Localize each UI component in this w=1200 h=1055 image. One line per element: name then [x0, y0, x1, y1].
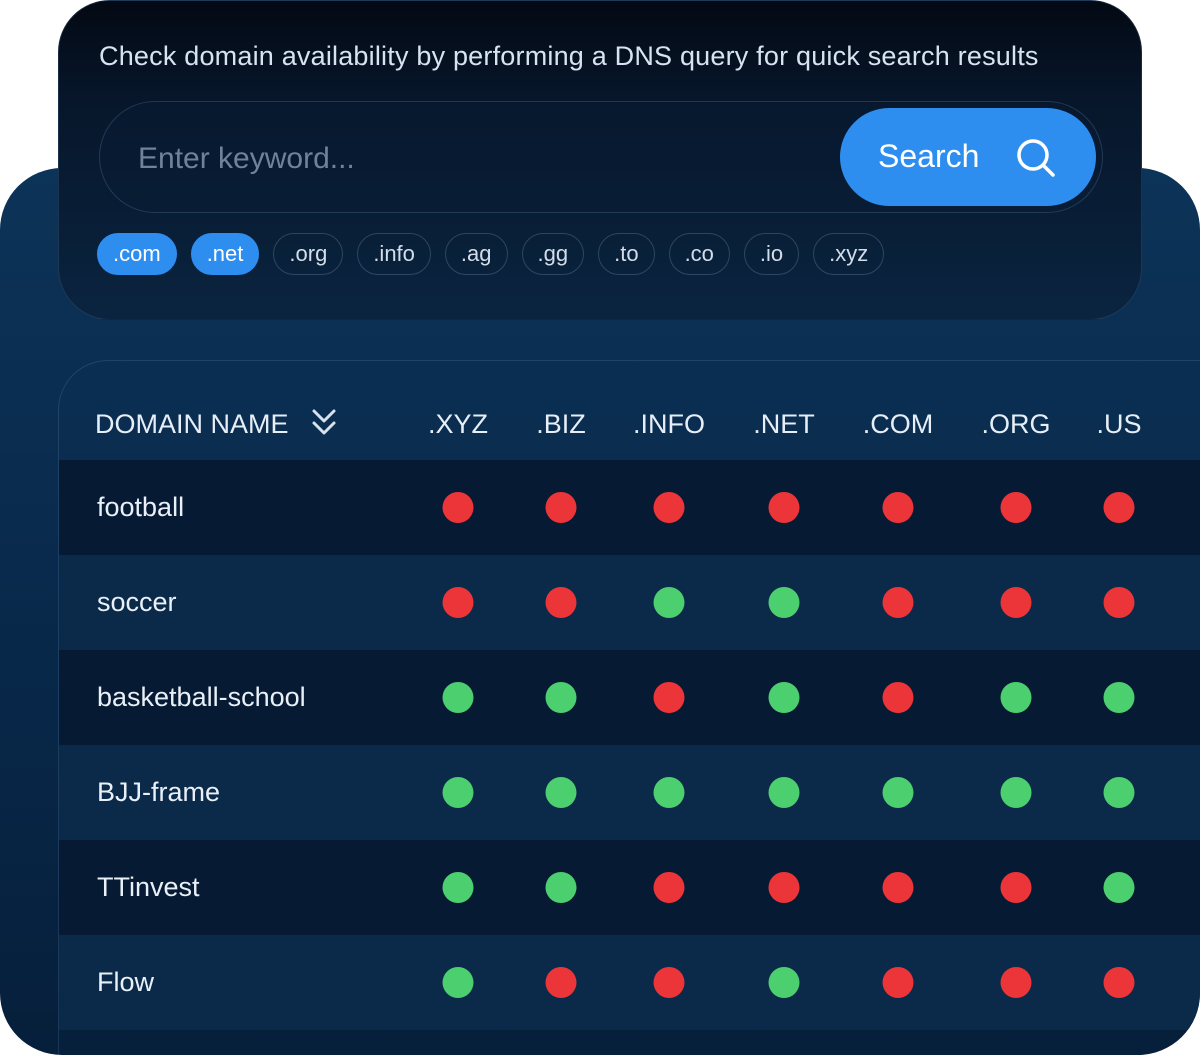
table-row[interactable]: soccer — [59, 555, 1200, 650]
tld-column-header: .COM — [862, 409, 934, 439]
status-dot-taken — [1000, 967, 1032, 998]
status-dot-available — [768, 587, 800, 618]
status-dot-taken — [653, 492, 685, 523]
search-bar: Search — [99, 101, 1103, 213]
search-description: Check domain availability by performing … — [99, 41, 1039, 71]
domain-results-table: DOMAIN NAME .XYZ .BIZ .INFO .NET .COM .ORG .US… — [58, 360, 1200, 1055]
tld-column-header: .US — [1096, 409, 1142, 439]
tld-column-header: .XYZ — [427, 409, 489, 439]
tld-chip[interactable]: .io — [743, 233, 800, 275]
status-dot-taken — [1103, 492, 1135, 523]
status-dot-taken — [1000, 872, 1032, 903]
status-dot-taken — [1103, 967, 1135, 998]
status-dot-available — [882, 777, 914, 808]
tld-filter-list: .com .net .org .info .ag .gg .to .co .io .xyz — [97, 233, 885, 275]
status-dot-taken — [1000, 587, 1032, 618]
status-dot-taken — [442, 587, 474, 618]
status-dot-taken — [882, 967, 914, 998]
status-dot-taken — [882, 682, 914, 713]
status-dot-taken — [1000, 492, 1032, 523]
search-input[interactable] — [136, 130, 780, 188]
tld-column-header: .ORG — [981, 409, 1051, 439]
tld-chip[interactable]: .co — [668, 233, 730, 275]
status-dot-available — [442, 967, 474, 998]
status-dot-taken — [1103, 587, 1135, 618]
tld-column-header: .INFO — [633, 409, 705, 439]
table-row[interactable]: football — [59, 460, 1200, 555]
status-dot-taken — [545, 587, 577, 618]
status-dot-taken — [768, 872, 800, 903]
tld-chip[interactable]: .to — [598, 233, 655, 275]
status-dot-taken — [653, 967, 685, 998]
table-row[interactable]: basketball-school — [59, 650, 1200, 745]
status-dot-available — [768, 777, 800, 808]
tld-chip[interactable]: .gg — [521, 233, 585, 275]
status-dot-available — [1000, 777, 1032, 808]
domain-name-header: DOMAIN NAME — [95, 409, 289, 439]
tld-chip[interactable]: .net — [190, 233, 260, 275]
tld-chip[interactable]: .com — [97, 233, 177, 275]
status-dot-taken — [545, 967, 577, 998]
status-dot-available — [545, 872, 577, 903]
domain-name: soccer — [97, 587, 177, 617]
status-dot-available — [653, 587, 685, 618]
status-dot-available — [1103, 682, 1135, 713]
search-icon — [1017, 139, 1055, 177]
table-row[interactable]: TTinvest — [59, 840, 1200, 935]
status-dot-available — [768, 967, 800, 998]
tld-chip[interactable]: .xyz — [813, 233, 885, 275]
status-dot-taken — [653, 682, 685, 713]
status-dot-available — [545, 682, 577, 713]
status-dot-available — [1103, 872, 1135, 903]
search-button[interactable]: Search — [840, 108, 1096, 206]
tld-chip[interactable]: .org — [273, 233, 344, 275]
tld-column-header: .NET — [753, 409, 815, 439]
status-dot-available — [1000, 682, 1032, 713]
domain-name: basketball-school — [97, 682, 306, 712]
domain-name: BJJ-frame — [97, 777, 221, 807]
search-card: Check domain availability by performing … — [58, 0, 1142, 320]
status-dot-available — [442, 682, 474, 713]
status-dot-taken — [653, 872, 685, 903]
tld-chip[interactable]: .ag — [444, 233, 508, 275]
domain-name: TTinvest — [97, 872, 200, 902]
chevrons-down-icon[interactable] — [311, 407, 337, 439]
table-row[interactable]: Flow — [59, 935, 1200, 1030]
search-button-label: Search — [878, 138, 980, 174]
status-dot-available — [442, 777, 474, 808]
status-dot-taken — [882, 872, 914, 903]
status-dot-taken — [882, 492, 914, 523]
status-dot-available — [768, 682, 800, 713]
status-dot-available — [442, 872, 474, 903]
status-dot-available — [545, 777, 577, 808]
status-dot-available — [653, 777, 685, 808]
table-row[interactable]: BJJ-frame — [59, 745, 1200, 840]
domain-name: football — [97, 492, 185, 522]
status-dot-taken — [768, 492, 800, 523]
tld-chip[interactable]: .info — [357, 233, 431, 275]
status-dot-taken — [882, 587, 914, 618]
status-dot-taken — [545, 492, 577, 523]
table-header: DOMAIN NAME .XYZ .BIZ .INFO .NET .COM .ORG .US — [59, 361, 1200, 485]
status-dot-taken — [442, 492, 474, 523]
status-dot-available — [1103, 777, 1135, 808]
domain-name: Flow — [97, 967, 155, 997]
tld-column-header: .BIZ — [536, 409, 586, 439]
